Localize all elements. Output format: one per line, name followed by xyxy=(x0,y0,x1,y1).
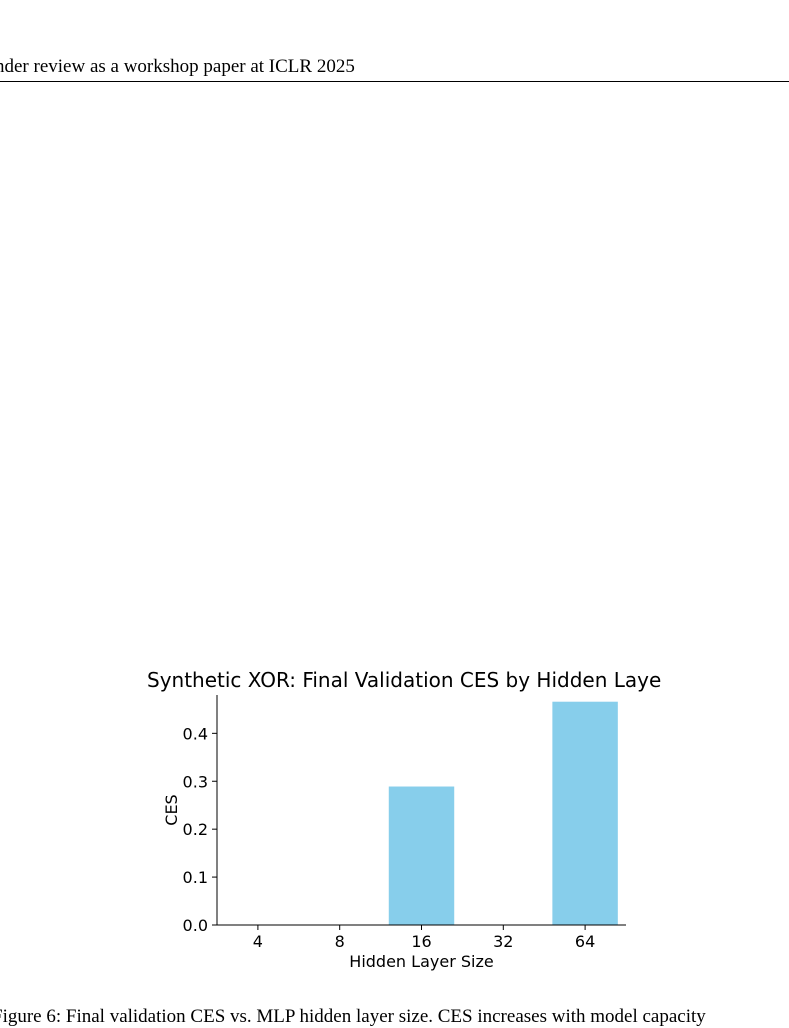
bar-chart: 0.0 0.1 0.2 0.3 0.4 4 8 16 32 64 Hidden Layer Size… xyxy=(162,695,626,971)
x-tick-label: 32 xyxy=(493,932,513,951)
y-tick-label: 0.4 xyxy=(183,724,208,743)
x-axis-label: Hidden Layer Size xyxy=(349,952,493,971)
header-rule xyxy=(0,81,789,82)
y-tick-label: 0.3 xyxy=(183,772,208,791)
y-tick-label: 0.2 xyxy=(183,820,208,839)
chart-title: Synthetic XOR: Final Validation CES by H… xyxy=(147,668,662,692)
running-header: nder review as a workshop paper at ICLR … xyxy=(0,56,355,77)
x-tick-label: 4 xyxy=(253,932,263,951)
x-tick-label: 8 xyxy=(335,932,345,951)
bar-16 xyxy=(388,786,455,925)
x-tick-label: 16 xyxy=(411,932,431,951)
figure-caption: Figure 6: Final validation CES vs. MLP h… xyxy=(0,1006,706,1027)
y-tick-label: 0.0 xyxy=(183,916,208,935)
y-axis-label: CES xyxy=(162,794,181,825)
x-tick-label: 64 xyxy=(575,932,595,951)
y-tick-label: 0.1 xyxy=(183,868,208,887)
figure: 0.0 0.1 0.2 0.3 0.4 4 8 16 32 64 Hidden Layer Size… xyxy=(140,665,661,975)
bar-64 xyxy=(552,701,618,925)
